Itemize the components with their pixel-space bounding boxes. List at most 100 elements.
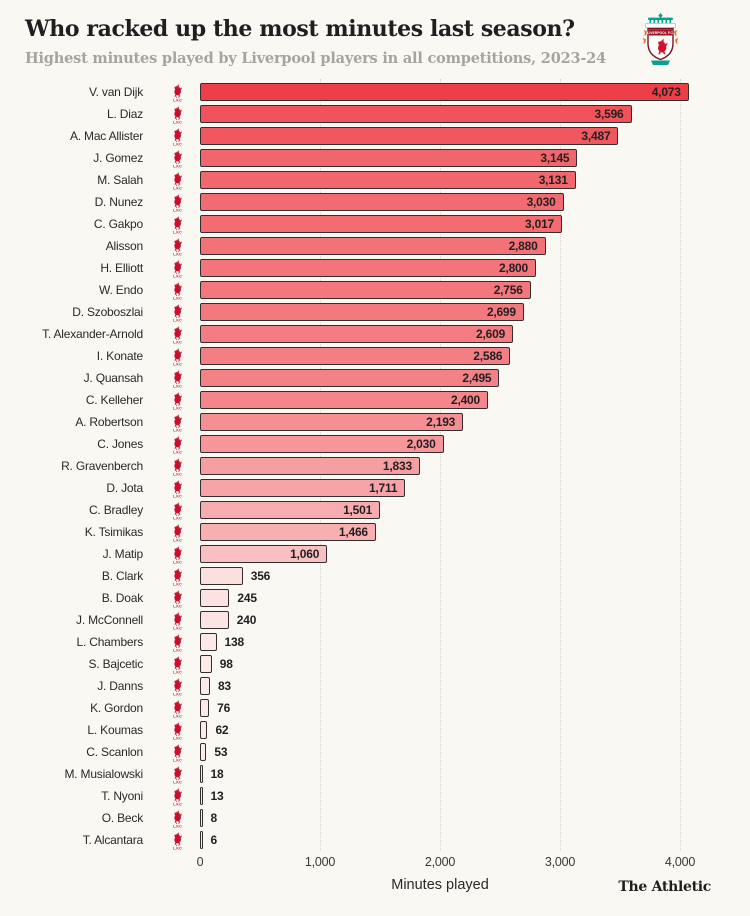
bar-cell: 1,501 [200, 499, 750, 521]
crest-gates-ornament [648, 13, 673, 24]
bar-value-label: 3,017 [525, 217, 555, 231]
liverbird-lfc-icon: L.F.C [152, 743, 200, 762]
liverbird-lfc-icon: L.F.C [152, 127, 200, 146]
liverbird-glyph: L.F.C [173, 325, 182, 344]
svg-text:L.F.C: L.F.C [173, 384, 182, 388]
bar-cell: 53 [200, 741, 750, 763]
svg-text:L.F.C: L.F.C [173, 758, 182, 762]
minutes-bar: 2,193 [200, 413, 464, 431]
bar-row: Alisson L.F.C 2,880 [0, 235, 750, 257]
bar-value-label: 98 [219, 657, 233, 671]
liverbird-lfc-icon: L.F.C [152, 787, 200, 806]
liverbird-glyph: L.F.C [173, 457, 182, 476]
liverbird-glyph: L.F.C [173, 611, 182, 630]
player-name: D. Jota [106, 481, 143, 495]
bar-value-label: 3,145 [540, 151, 570, 165]
svg-text:L.F.C: L.F.C [173, 318, 182, 322]
bar-value-label: 1,060 [290, 547, 320, 561]
bar-cell: 98 [200, 653, 750, 675]
bar-row: J. Gomez L.F.C 3,145 [0, 147, 750, 169]
svg-text:L.F.C: L.F.C [173, 230, 182, 234]
bar-row: L. Diaz L.F.C 3,596 [0, 103, 750, 125]
bar-cell: 3,017 [200, 213, 750, 235]
minutes-bar: 2,400 [200, 391, 488, 409]
minutes-bar [200, 633, 217, 651]
gridline [440, 79, 441, 851]
bar-cell: 1,833 [200, 455, 750, 477]
bar-cell: 2,699 [200, 301, 750, 323]
minutes-bar [200, 809, 203, 827]
liverbird-glyph: L.F.C [173, 633, 182, 652]
bar-row: M. Musialowski L.F.C 18 [0, 763, 750, 785]
minutes-bar [200, 699, 210, 717]
bar-value-label: 2,880 [508, 239, 538, 253]
chart-title: Who racked up the most minutes last seas… [25, 16, 575, 42]
x-tick-label: 3,000 [544, 855, 576, 869]
bar-cell: 1,466 [200, 521, 750, 543]
minutes-bar: 2,699 [200, 303, 524, 321]
player-name: A. Robertson [75, 415, 143, 429]
minutes-bar [200, 589, 230, 607]
liverbird-lfc-icon: L.F.C [152, 259, 200, 278]
svg-text:LIVERPOOL F.C.: LIVERPOOL F.C. [647, 31, 674, 35]
minutes-bar: 1,711 [200, 479, 406, 497]
liverbird-lfc-icon: L.F.C [152, 721, 200, 740]
chart-subtitle: Highest minutes played by Liverpool play… [25, 50, 606, 67]
liverbird-lfc-icon: L.F.C [152, 809, 200, 828]
bar-value-label: 1,833 [382, 459, 412, 473]
x-tick-label: 1,000 [304, 855, 336, 869]
svg-text:L.F.C: L.F.C [173, 560, 182, 564]
svg-text:L.F.C: L.F.C [173, 604, 182, 608]
liverbird-glyph: L.F.C [173, 567, 182, 586]
crest-scroll [645, 23, 676, 29]
bar-row: C. Bradley L.F.C 1,501 [0, 499, 750, 521]
minutes-bar: 1,833 [200, 457, 420, 475]
svg-text:L.F.C: L.F.C [173, 296, 182, 300]
crest-flames [642, 30, 679, 45]
svg-text:L.F.C: L.F.C [173, 538, 182, 542]
svg-text:L.F.C: L.F.C [173, 846, 182, 850]
bar-cell: 2,586 [200, 345, 750, 367]
minutes-bar [200, 743, 207, 761]
bar-value-label: 2,400 [450, 393, 480, 407]
liverbird-glyph: L.F.C [173, 281, 182, 300]
minutes-bar: 1,501 [200, 501, 381, 519]
minutes-bar [200, 765, 203, 783]
bar-row: M. Salah L.F.C 3,131 [0, 169, 750, 191]
bar-row: T. Alexander-Arnold L.F.C 2,609 [0, 323, 750, 345]
bar-cell: 2,495 [200, 367, 750, 389]
liverbird-glyph: L.F.C [173, 259, 182, 278]
minutes-bar [200, 567, 243, 585]
liverbird-lfc-icon: L.F.C [152, 237, 200, 256]
liverbird-glyph: L.F.C [173, 765, 182, 784]
liverbird-lfc-icon: L.F.C [152, 303, 200, 322]
bar-row: J. Quansah L.F.C 2,495 [0, 367, 750, 389]
bar-cell: 62 [200, 719, 750, 741]
liverbird-glyph: L.F.C [173, 677, 182, 696]
liverbird-lfc-icon: L.F.C [152, 105, 200, 124]
liverbird-lfc-icon: L.F.C [152, 457, 200, 476]
player-name: C. Scanlon [86, 745, 143, 759]
bar-value-label: 1,466 [338, 525, 368, 539]
liverbird-lfc-icon: L.F.C [152, 149, 200, 168]
liverbird-lfc-icon: L.F.C [152, 545, 200, 564]
minutes-bar [200, 787, 203, 805]
minutes-bar: 2,880 [200, 237, 546, 255]
bar-value-label: 2,193 [426, 415, 456, 429]
bar-cell: 245 [200, 587, 750, 609]
liverbird-lfc-icon: L.F.C [152, 589, 200, 608]
liverbird-glyph: L.F.C [173, 369, 182, 388]
minutes-bar: 4,073 [200, 83, 689, 101]
liverbird-glyph: L.F.C [173, 787, 182, 806]
crest-liverbird [658, 37, 668, 55]
bar-cell: 6 [200, 829, 750, 851]
player-name: D. Szoboszlai [72, 305, 143, 319]
bar-row: J. Matip L.F.C 1,060 [0, 543, 750, 565]
minutes-bar: 2,756 [200, 281, 531, 299]
svg-text:L.F.C: L.F.C [173, 450, 182, 454]
svg-text:L.F.C: L.F.C [173, 340, 182, 344]
player-name: M. Salah [97, 173, 143, 187]
bar-value-label: 1,501 [343, 503, 373, 517]
bar-row: J. McConnell L.F.C 240 [0, 609, 750, 631]
bar-cell: 8 [200, 807, 750, 829]
